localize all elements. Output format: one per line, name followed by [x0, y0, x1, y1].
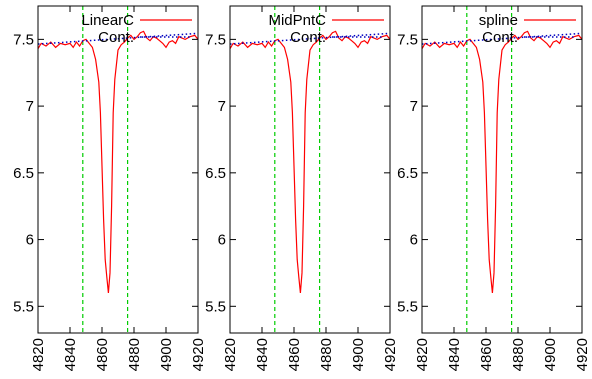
y-tick-label: 7: [218, 98, 226, 115]
x-tick-label: 4860: [478, 338, 495, 371]
legend-label-1: Cont.: [290, 29, 326, 46]
x-tick-label: 4920: [190, 338, 207, 371]
x-tick-label: 4840: [446, 338, 463, 371]
y-tick-label: 5.5: [205, 298, 226, 315]
x-tick-label: 4900: [350, 338, 367, 371]
legend-label-0: MidPntC: [268, 12, 326, 29]
y-tick-label: 7.5: [13, 31, 34, 48]
x-tick-label: 4820: [414, 338, 431, 371]
x-tick-label: 4920: [574, 338, 591, 371]
y-tick-label: 6: [410, 232, 418, 249]
plot-frame: [37, 5, 199, 334]
legend-label-0: LinearC: [81, 12, 134, 29]
series-line-0: [37, 30, 199, 294]
y-tick-label: 6: [218, 232, 226, 249]
x-tick-label: 4880: [126, 338, 143, 371]
series-line-1: [37, 32, 199, 45]
y-tick-label: 5.5: [397, 298, 418, 315]
y-tick-label: 6.5: [205, 165, 226, 182]
y-tick-label: 5.5: [13, 298, 34, 315]
y-tick-label: 6: [26, 232, 34, 249]
legend-label-1: Cont.: [482, 29, 518, 46]
legend-label-0: spline: [479, 12, 518, 29]
x-tick-label: 4840: [62, 338, 79, 371]
legend-label-1: Cont.: [98, 29, 134, 46]
y-tick-label: 6.5: [397, 165, 418, 182]
y-tick-label: 7.5: [397, 31, 418, 48]
y-tick-label: 7.5: [205, 31, 226, 48]
series-line-0: [421, 30, 583, 294]
x-tick-label: 4920: [382, 338, 399, 371]
x-tick-label: 4880: [318, 338, 335, 371]
plot-frame: [421, 5, 583, 334]
x-tick-label: 4880: [510, 338, 527, 371]
x-tick-label: 4860: [286, 338, 303, 371]
series-line-1: [229, 32, 391, 45]
plot-frame: [229, 5, 391, 334]
series-line-1: [421, 32, 583, 45]
x-tick-label: 4900: [158, 338, 175, 371]
series-line-0: [229, 30, 391, 294]
y-tick-label: 6.5: [13, 165, 34, 182]
x-tick-label: 4900: [542, 338, 559, 371]
x-tick-label: 4820: [30, 338, 47, 371]
x-tick-label: 4840: [254, 338, 271, 371]
y-tick-label: 7: [26, 98, 34, 115]
y-tick-label: 7: [410, 98, 418, 115]
x-tick-label: 4820: [222, 338, 239, 371]
x-tick-label: 4860: [94, 338, 111, 371]
